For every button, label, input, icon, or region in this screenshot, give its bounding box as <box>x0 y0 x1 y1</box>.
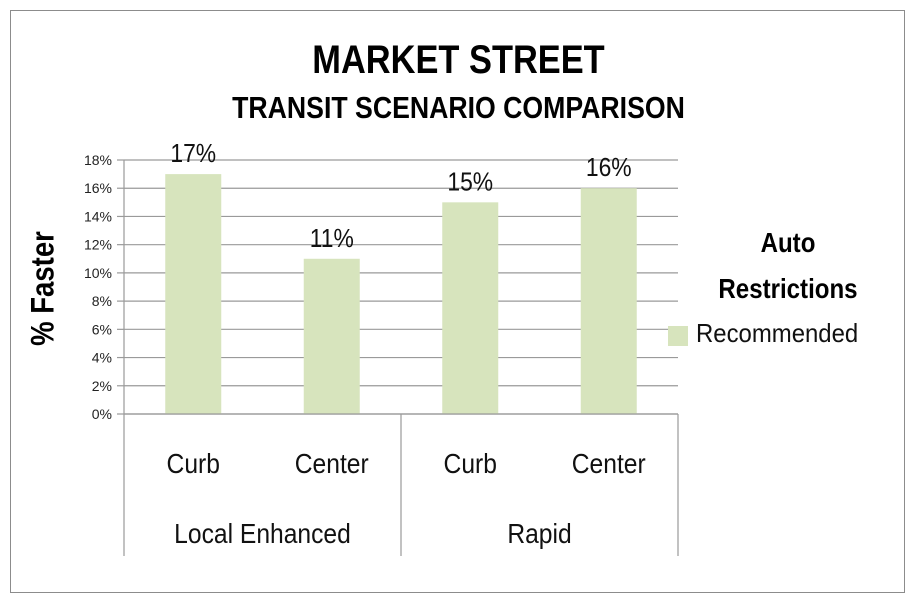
x-category-label: Curb <box>167 448 220 480</box>
x-category-label: Curb <box>444 448 497 480</box>
y-tick-label: 4% <box>92 350 112 366</box>
y-tick-label: 0% <box>92 406 112 422</box>
y-tick-label: 18% <box>84 152 112 168</box>
y-tick-label: 6% <box>92 321 112 337</box>
y-tick-label: 16% <box>84 180 112 196</box>
legend-title: Auto Restrictions <box>702 220 874 312</box>
legend-title-line-2: Restrictions <box>718 273 858 304</box>
bar <box>580 188 637 414</box>
legend-title-line-1: Auto <box>760 227 816 258</box>
chart-subtitle: TRANSIT SCENARIO COMPARISON <box>232 90 685 125</box>
y-tick-label: 8% <box>92 293 112 309</box>
y-tick-label: 2% <box>92 378 112 394</box>
x-group-label: Rapid <box>507 518 571 550</box>
x-category-label: Center <box>295 448 369 480</box>
y-tick-label: 10% <box>84 265 112 281</box>
x-group-label: Local Enhanced <box>174 518 351 550</box>
x-category-label: Center <box>572 448 646 480</box>
chart-title: MARKET STREET <box>312 38 605 82</box>
data-label: 11% <box>310 224 354 253</box>
legend-swatch <box>668 326 688 346</box>
data-label: 15% <box>447 168 493 197</box>
legend-label: Recommended <box>696 318 859 348</box>
data-labels: 17% 11% 15% 16% <box>170 140 631 253</box>
y-tick-label: 12% <box>84 237 112 253</box>
y-tick-labels: 0% 2% 4% 6% 8% 10% 12% 14% 16% 18% <box>84 152 112 422</box>
data-label: 17% <box>170 140 216 169</box>
data-label: 16% <box>586 154 632 183</box>
bar <box>165 174 222 414</box>
x-axis: Curb Center Curb Center Local Enhanced Rapid <box>123 160 679 556</box>
bar <box>303 258 360 414</box>
bar <box>442 202 499 414</box>
y-tick-label: 14% <box>84 208 112 224</box>
bars <box>165 174 637 414</box>
